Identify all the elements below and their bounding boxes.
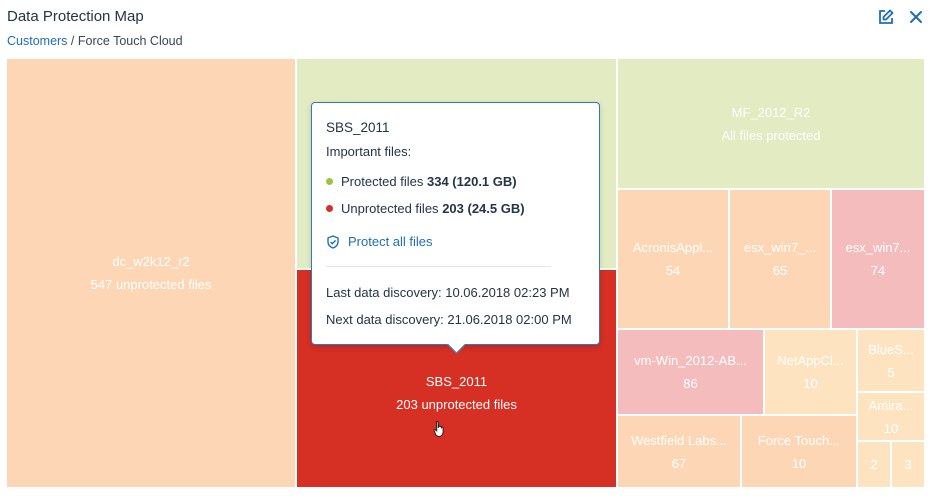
treemap-tile-esx-win7-b[interactable]: esx_win7... 74 (832, 190, 924, 328)
tile-name: BlueS... (868, 341, 914, 357)
treemap-tile-blues[interactable]: BlueS... 5 (858, 330, 924, 391)
treemap-tile-force-touch[interactable]: Force Touch... 10 (742, 416, 856, 487)
tile-count: 10 (883, 420, 899, 436)
shield-check-icon (327, 234, 339, 249)
treemap-tile-mf-2012-r2[interactable]: MF_2012_R2 All files protected (618, 59, 924, 188)
tile-count: 547 unprotected files (90, 277, 212, 292)
page-title: Data Protection Map (7, 8, 144, 25)
tile-name: SBS_2011 (425, 374, 488, 389)
tile-name: Force Touch... (757, 432, 841, 448)
tile-tooltip: SBS_2011 Important files: Protected file… (311, 102, 600, 345)
tile-count: 74 (870, 263, 886, 278)
protected-value: 334 (120.1 GB) (427, 174, 517, 189)
treemap-tile-small-2[interactable]: 2 (858, 442, 890, 487)
breadcrumb: Customers / Force Touch Cloud (7, 34, 183, 48)
treemap-tile-esx-win7-a[interactable]: esx_win7_... 65 (730, 190, 830, 328)
tile-name: Amira... (868, 397, 914, 413)
tile-name: AcronisAppl... (632, 240, 714, 255)
next-data-discovery: Next data discovery: 21.06.2018 02:00 PM (326, 312, 572, 327)
close-icon (910, 11, 922, 23)
tile-count: 2 (870, 457, 878, 472)
unprotected-label: Unprotected files (341, 201, 439, 216)
treemap-tile-netappcl[interactable]: NetAppCl... 10 (765, 330, 856, 414)
protected-label: Protected files (341, 174, 424, 189)
tile-name: MF_2012_R2 (731, 104, 811, 120)
tile-count: 86 (683, 376, 698, 391)
hand-pointer-icon (433, 420, 444, 438)
tooltip-unprotected-row: Unprotected files 203 (24.5 GB) (326, 201, 525, 216)
tile-name: esx_win7... (845, 240, 911, 255)
tile-count: 3 (904, 457, 912, 472)
pencil-edit-icon (879, 9, 894, 24)
tile-count: 67 (671, 455, 687, 471)
tile-count: 10 (803, 376, 818, 391)
tile-count: 54 (665, 263, 681, 278)
protect-all-files-label: Protect all files (348, 234, 433, 249)
breadcrumb-separator: / (70, 34, 75, 48)
breadcrumb-customers-link[interactable]: Customers (7, 34, 68, 48)
unprotected-value: 203 (24.5 GB) (442, 201, 525, 216)
tile-count: 65 (772, 263, 788, 278)
tooltip-subtitle: Important files: (326, 144, 412, 159)
tooltip-divider (326, 266, 551, 267)
tile-count: 203 unprotected files (396, 397, 517, 412)
tile-name: dc_w2k12_r2 (112, 254, 190, 269)
tile-name: esx_win7_... (743, 240, 817, 255)
tile-count: 10 (791, 455, 807, 471)
treemap-tile-dc-w2k12-r2[interactable]: dc_w2k12_r2 547 unprotected files (7, 59, 295, 487)
last-data-discovery: Last data discovery: 10.06.2018 02:23 PM (326, 285, 570, 300)
unprotected-dot-icon (326, 205, 333, 213)
tooltip-protected-row: Protected files 334 (120.1 GB) (326, 174, 517, 189)
tile-name: vm-Win_2012-AB... (634, 353, 747, 368)
protected-dot-icon (326, 178, 333, 186)
tile-name: Westfield Labs... (631, 432, 727, 448)
tooltip-title: SBS_2011 (326, 120, 390, 135)
close-button[interactable] (907, 8, 925, 26)
treemap-tile-westfield-labs[interactable]: Westfield Labs... 67 (618, 416, 740, 487)
edit-button[interactable] (877, 8, 895, 26)
tile-name: NetAppCl... (777, 353, 844, 368)
treemap-tile-small-3[interactable]: 3 (892, 442, 924, 487)
treemap-tile-acronisappl[interactable]: AcronisAppl... 54 (618, 190, 728, 328)
treemap-tile-amira[interactable]: Amira... 10 (858, 393, 924, 440)
tile-count: 5 (887, 364, 895, 380)
protect-all-files-link[interactable]: Protect all files (326, 234, 433, 249)
treemap-tile-vm-win-2012[interactable]: vm-Win_2012-AB... 86 (618, 330, 763, 414)
tile-count: All files protected (721, 127, 821, 143)
breadcrumb-current: Force Touch Cloud (77, 34, 183, 48)
